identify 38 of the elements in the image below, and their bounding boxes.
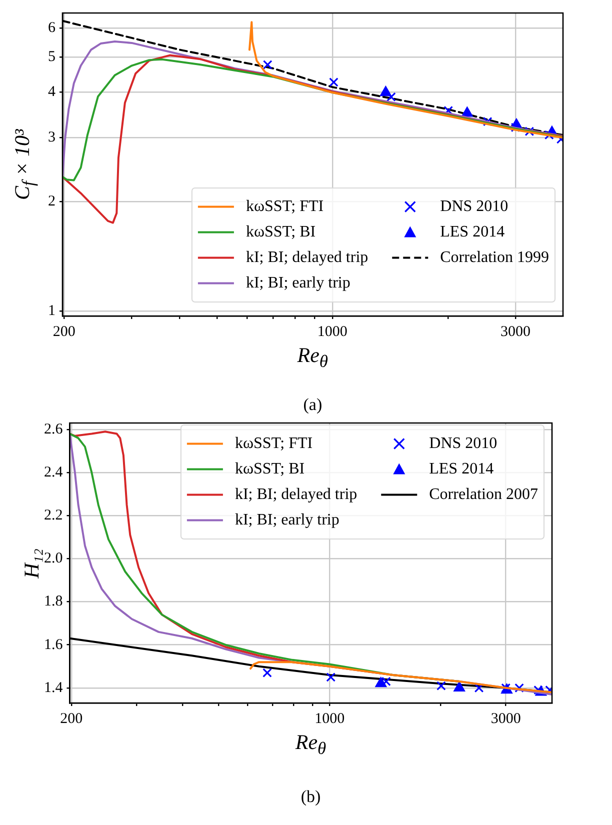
x-tick-label: 200	[52, 324, 76, 340]
legend-label: LES 2014	[429, 460, 494, 478]
x-tick-label: 1000	[314, 710, 345, 727]
legend-label: kωSST; BI	[234, 460, 305, 478]
y-tick-label: 4	[48, 84, 56, 100]
legend-label: kI; BI; early trip	[234, 511, 340, 528]
y-tick-label: 2.2	[44, 508, 63, 524]
legend-label: kI; BI; delayed trip	[234, 486, 358, 503]
legend-label: DNS 2010	[429, 434, 498, 452]
y-tick-label: 2.0	[44, 550, 63, 567]
legend-label: kωSST; FTI	[246, 198, 324, 215]
legend-label: LES 2014	[440, 223, 505, 240]
legend-label: Correlation 1999	[440, 248, 550, 266]
y-tick-label: 1.4	[44, 680, 64, 696]
legend-label: kωSST; FTI	[234, 434, 313, 452]
y-tick-label: 1	[48, 303, 56, 320]
y-tick-label: 5	[48, 48, 56, 65]
x-tick-label: 3000	[500, 324, 530, 340]
text: (b)	[300, 787, 321, 807]
x-tick-label: 3000	[490, 710, 521, 727]
legend-label: DNS 2010	[440, 198, 508, 215]
y-tick-label: 6	[48, 20, 56, 36]
x-axis-title: Re$_{θ}$	[297, 343, 328, 372]
x-tick-label: 1000	[317, 324, 348, 340]
y-tick-label: 2.4	[44, 464, 64, 480]
y-tick-label: 1.6	[44, 636, 64, 653]
x-axis-title: Re$_{θ}$	[295, 730, 326, 760]
legend-label: kI; BI; delayed trip	[246, 248, 368, 266]
x-tick-label: 200	[60, 710, 83, 727]
legend-label: kI; BI; early trip	[246, 274, 350, 292]
y-tick-label: 1.8	[44, 594, 63, 610]
y-tick-label: 2	[48, 194, 56, 210]
text: (a)	[303, 395, 322, 415]
legend-label: Correlation 2007	[429, 486, 538, 503]
y-tick-label: 2.6	[44, 421, 64, 438]
legend-label: kωSST; BI	[246, 223, 316, 240]
y-tick-label: 3	[48, 130, 56, 146]
y-axis-title: H₁₂	[19, 548, 44, 578]
